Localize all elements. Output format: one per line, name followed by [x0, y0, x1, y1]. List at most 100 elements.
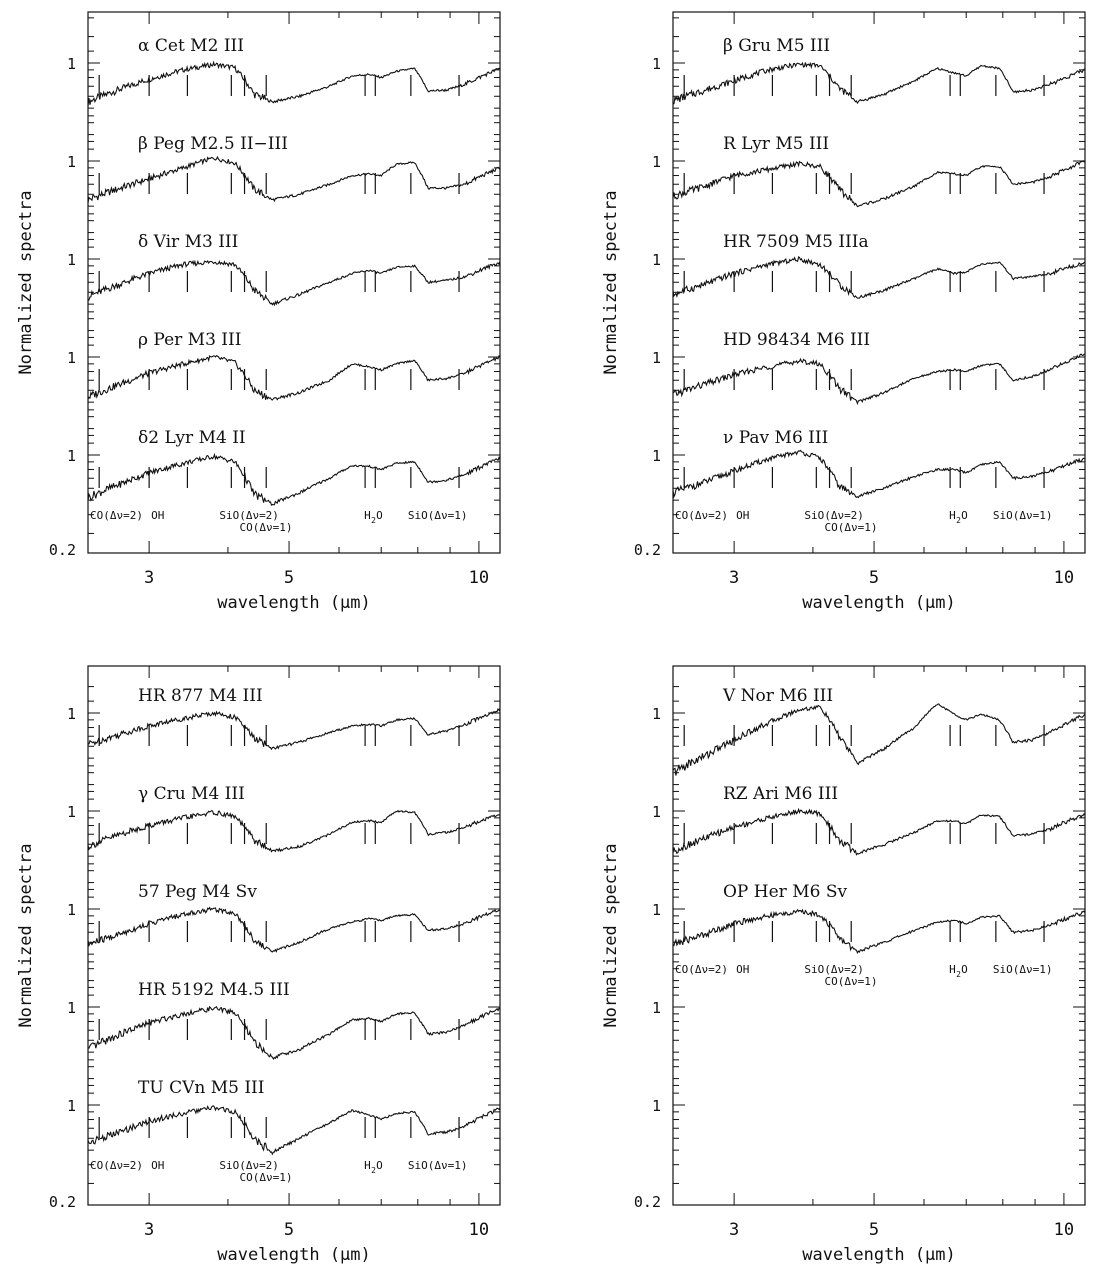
spectrum-line [672, 61, 1086, 105]
spectrum-series: TU CVn M5 III [87, 1078, 501, 1156]
annotation-oh: OH [736, 963, 749, 976]
spectrum-series: ρ Per M3 III [87, 330, 501, 401]
spectrum-series: δ2 Lyr M4 II [87, 428, 501, 506]
spectrum-line [672, 807, 1086, 856]
x-tick-label: 5 [869, 1220, 879, 1240]
y-tick-label: 1 [652, 447, 661, 465]
spectrum-series: HR 7509 M5 IIIa [672, 232, 1086, 299]
series-label: HR 877 M4 III [138, 686, 263, 706]
series-label: HR 7509 M5 IIIa [723, 232, 869, 252]
annotation-sio-dv1: SiO(Δν=1) [408, 509, 468, 522]
annotation-h2o-h: H [364, 509, 371, 522]
y-axis-label: Normalized spectra [16, 843, 36, 1027]
annotation-h2o-o: O [376, 509, 383, 522]
annotation-h2o-sub: 2 [956, 970, 961, 979]
series-label: ρ Per M3 III [138, 330, 241, 350]
series-label: α Cet M2 III [138, 36, 244, 56]
spectrum-series: HR 5192 M4.5 III [87, 980, 501, 1061]
y-tick-label: 1 [652, 349, 661, 367]
x-tick-label: 10 [1054, 1220, 1074, 1240]
series-label: β Peg M2.5 II−III [138, 134, 288, 154]
annotation-co-dv1: CO(Δν=1) [240, 1171, 293, 1184]
y-tick-label: 1 [67, 901, 76, 919]
series-label: HR 5192 M4.5 III [138, 980, 290, 1000]
series-label: β Gru M5 III [723, 36, 830, 56]
y-tick-label: 1 [652, 901, 661, 919]
plot-frame [87, 665, 501, 1206]
spectrum-series: V Nor M6 III [672, 686, 1086, 776]
y-tick-label: 1 [652, 705, 661, 723]
annotation-co-dv1: CO(Δν=1) [240, 521, 293, 534]
chart-panel-2: 3 5 10 wavelength (μm) Normalized spectra 0.2… [601, 11, 1086, 613]
annotation-sio-dv2: SiO(Δν=2) [804, 509, 864, 522]
annotation-h2o-h: H [949, 509, 956, 522]
annotation-h2o-sub: 2 [956, 516, 961, 525]
y-tick-label: 1 [67, 251, 76, 269]
x-tick-label: 3 [729, 1220, 739, 1240]
annotation-sio-dv2: SiO(Δν=2) [219, 509, 279, 522]
x-axis-label: wavelength (μm) [802, 593, 956, 613]
plot-frame [672, 665, 1086, 1206]
annotation-sio-dv1: SiO(Δν=1) [993, 963, 1053, 976]
spectrum-line [672, 449, 1086, 499]
spectrum-line [87, 1105, 501, 1156]
y-tick-label: 1 [652, 251, 661, 269]
y-axis-label: Normalized spectra [16, 190, 36, 374]
spectrum-line [87, 60, 501, 107]
series-label: δ2 Lyr M4 II [138, 428, 246, 448]
y-tick-label: 1 [652, 55, 661, 73]
series-label: ν Pav M6 III [723, 428, 828, 448]
annotation-co-dv2: CO(Δν=2) [675, 963, 728, 976]
x-tick-label: 10 [1054, 568, 1074, 588]
spectrum-series: γ Cru M4 III [87, 784, 501, 853]
spectrum-series: β Gru M5 III [672, 36, 1086, 105]
spectrum-line [672, 353, 1086, 406]
x-tick-label: 5 [869, 568, 879, 588]
annotation-h2o-sub: 2 [371, 1166, 376, 1175]
x-axis-label: wavelength (μm) [802, 1245, 956, 1265]
series-label: HD 98434 M6 III [723, 330, 870, 350]
y-tick-label: 1 [652, 803, 661, 821]
series-label: R Lyr M5 III [723, 134, 829, 154]
spectrum-series: α Cet M2 III [87, 36, 501, 107]
x-axis-label: wavelength (μm) [217, 1245, 371, 1265]
series-label: TU CVn M5 III [138, 1078, 264, 1098]
annotation-oh: OH [736, 509, 749, 522]
spectrum-line [87, 906, 501, 953]
y-tick-label: 0.2 [634, 1193, 661, 1211]
y-tick-label: 1 [67, 447, 76, 465]
y-axis-label: Normalized spectra [601, 190, 621, 374]
y-tick-label: 1 [67, 803, 76, 821]
spectrum-line [672, 703, 1086, 776]
annotation-h2o-h: H [949, 963, 956, 976]
chart-panel-3: 3 5 10 wavelength (μm) Normalized spectra 0.2… [16, 665, 501, 1265]
chart-panel-1: 3 5 10 wavelength (μm) Normalized spectra 0.2… [16, 11, 501, 613]
y-tick-label: 1 [67, 999, 76, 1017]
annotation-oh: OH [151, 509, 164, 522]
series-label: RZ Ari M6 III [723, 784, 838, 804]
annotation-co-dv2: CO(Δν=2) [675, 509, 728, 522]
annotation-co-dv1: CO(Δν=1) [825, 975, 878, 988]
x-tick-label: 5 [284, 568, 294, 588]
x-tick-label: 5 [284, 1220, 294, 1240]
spectrum-line [672, 255, 1086, 299]
annotation-co-dv2: CO(Δν=2) [90, 509, 143, 522]
spectrum-series: δ Vir M3 III [87, 232, 501, 307]
annotation-sio-dv1: SiO(Δν=1) [993, 509, 1053, 522]
y-tick-label: 1 [67, 349, 76, 367]
annotation-co-dv1: CO(Δν=1) [825, 521, 878, 534]
y-tick-label: 1 [67, 153, 76, 171]
spectrum-line [672, 159, 1086, 208]
spectrum-line [87, 259, 501, 307]
spectrum-line [87, 1005, 501, 1061]
annotation-sio-dv2: SiO(Δν=2) [804, 963, 864, 976]
y-tick-label: 1 [67, 705, 76, 723]
series-label: γ Cru M4 III [138, 784, 245, 804]
y-tick-label: 0.2 [49, 1193, 76, 1211]
annotation-oh: OH [151, 1159, 164, 1172]
y-tick-label: 1 [652, 1097, 661, 1115]
spectrum-line [87, 708, 501, 751]
y-tick-label: 1 [67, 55, 76, 73]
y-tick-label: 1 [652, 153, 661, 171]
